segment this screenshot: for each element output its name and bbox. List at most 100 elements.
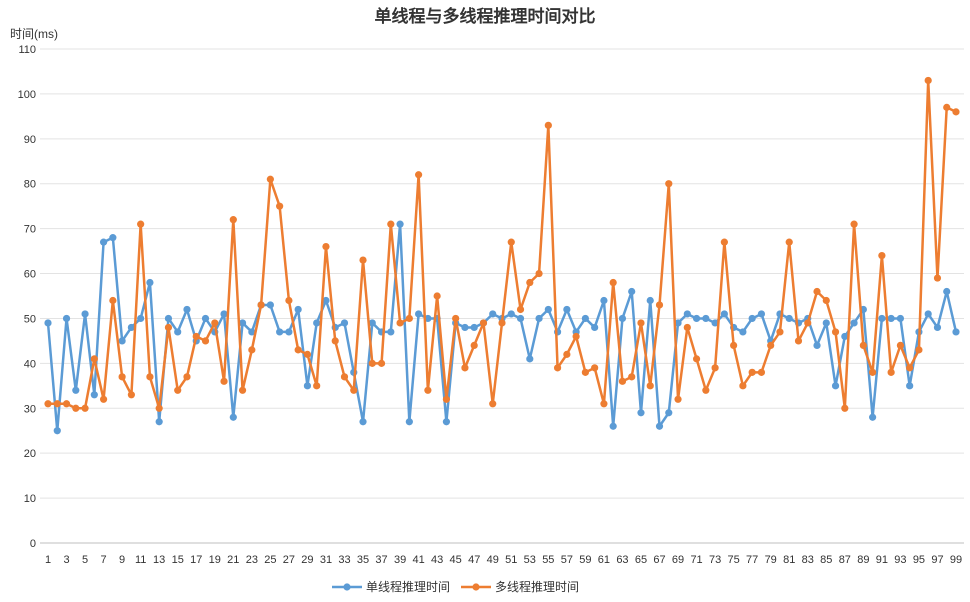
data-point bbox=[869, 368, 877, 376]
data-point bbox=[952, 328, 960, 336]
y-tick-label: 10 bbox=[24, 493, 36, 505]
x-tick-label: 91 bbox=[876, 554, 888, 566]
y-tick-label: 50 bbox=[24, 313, 36, 325]
x-tick-label: 85 bbox=[820, 554, 832, 566]
x-tick-label: 73 bbox=[709, 554, 721, 566]
data-point bbox=[276, 202, 284, 210]
y-tick-label: 60 bbox=[24, 269, 36, 281]
x-tick-label: 29 bbox=[301, 554, 313, 566]
data-point bbox=[850, 220, 858, 228]
x-tick-label: 55 bbox=[542, 554, 554, 566]
legend-item-1: 单线程推理时间 bbox=[332, 579, 450, 594]
data-point bbox=[285, 296, 293, 305]
data-point bbox=[294, 305, 302, 314]
x-tick-label: 37 bbox=[375, 554, 387, 566]
data-point bbox=[516, 314, 525, 323]
data-point bbox=[211, 319, 219, 327]
data-point bbox=[637, 319, 645, 327]
data-point bbox=[118, 337, 126, 345]
x-tick-label: 5 bbox=[82, 554, 88, 566]
data-point bbox=[730, 341, 738, 349]
data-point bbox=[62, 400, 71, 408]
legend-marker bbox=[343, 583, 351, 591]
data-point bbox=[81, 404, 89, 412]
data-point bbox=[655, 422, 664, 430]
data-point bbox=[44, 319, 52, 327]
data-point bbox=[350, 386, 358, 394]
data-point bbox=[591, 364, 599, 372]
y-tick-label: 80 bbox=[24, 179, 36, 191]
x-tick-label: 49 bbox=[487, 554, 499, 566]
data-point bbox=[683, 323, 691, 332]
data-point bbox=[785, 238, 793, 246]
y-tick-label: 30 bbox=[24, 403, 36, 415]
x-tick-label: 39 bbox=[394, 554, 406, 566]
data-point bbox=[692, 355, 701, 363]
data-point bbox=[266, 301, 274, 309]
data-point bbox=[831, 328, 840, 336]
x-tick-label: 11 bbox=[135, 554, 146, 566]
data-point bbox=[53, 427, 61, 435]
data-point bbox=[174, 328, 182, 336]
data-point bbox=[841, 404, 849, 412]
data-point bbox=[822, 296, 830, 305]
data-point bbox=[396, 220, 404, 228]
data-point bbox=[192, 332, 200, 341]
data-point bbox=[572, 332, 580, 341]
data-point bbox=[109, 296, 117, 305]
data-point bbox=[322, 296, 330, 305]
data-point bbox=[118, 373, 126, 381]
x-tick-label: 3 bbox=[63, 554, 69, 566]
x-tick-label: 9 bbox=[119, 554, 125, 566]
legend-marker bbox=[472, 583, 480, 591]
chart-title: 单线程与多线程推理时间对比 bbox=[375, 6, 596, 27]
data-point bbox=[859, 341, 867, 349]
data-point bbox=[266, 175, 274, 183]
data-point bbox=[276, 328, 284, 336]
data-point bbox=[665, 409, 673, 417]
data-point bbox=[340, 319, 349, 327]
data-point bbox=[461, 323, 469, 332]
data-point bbox=[739, 328, 747, 336]
data-point bbox=[359, 256, 367, 264]
gridlines bbox=[40, 48, 964, 499]
data-point bbox=[757, 368, 766, 376]
data-point bbox=[285, 328, 293, 336]
data-point bbox=[479, 319, 488, 327]
data-point bbox=[600, 296, 608, 305]
y-tick-label: 20 bbox=[24, 448, 36, 460]
data-point bbox=[164, 323, 173, 332]
data-point bbox=[164, 314, 173, 323]
data-point bbox=[933, 274, 942, 282]
x-tick-label: 25 bbox=[264, 554, 276, 566]
data-point bbox=[813, 341, 821, 349]
data-point bbox=[220, 377, 228, 385]
y-tick-label: 110 bbox=[18, 44, 36, 56]
data-point bbox=[674, 395, 682, 403]
data-point bbox=[757, 310, 766, 318]
x-tick-label: 57 bbox=[561, 554, 573, 566]
data-point bbox=[313, 319, 321, 327]
data-point bbox=[646, 296, 654, 305]
data-point bbox=[433, 292, 441, 300]
data-point bbox=[72, 386, 80, 394]
x-tick-label: 99 bbox=[950, 554, 962, 566]
data-point bbox=[924, 310, 932, 318]
data-point bbox=[563, 305, 571, 314]
data-point bbox=[915, 346, 923, 354]
data-point bbox=[155, 418, 163, 426]
data-point bbox=[933, 323, 942, 332]
data-point bbox=[804, 319, 812, 327]
y-axis-ticks: 0 10 20 30 40 50 60 70 80 90 100 110 bbox=[18, 44, 36, 550]
data-point bbox=[201, 337, 210, 345]
x-tick-label: 33 bbox=[338, 554, 350, 566]
data-point bbox=[878, 314, 886, 323]
data-point bbox=[498, 319, 506, 327]
data-point bbox=[452, 314, 460, 323]
data-point bbox=[683, 310, 691, 318]
x-tick-label: 43 bbox=[431, 554, 443, 566]
x-tick-label: 75 bbox=[728, 554, 740, 566]
legend-label: 多线程推理时间 bbox=[495, 579, 579, 594]
data-point bbox=[53, 400, 61, 408]
